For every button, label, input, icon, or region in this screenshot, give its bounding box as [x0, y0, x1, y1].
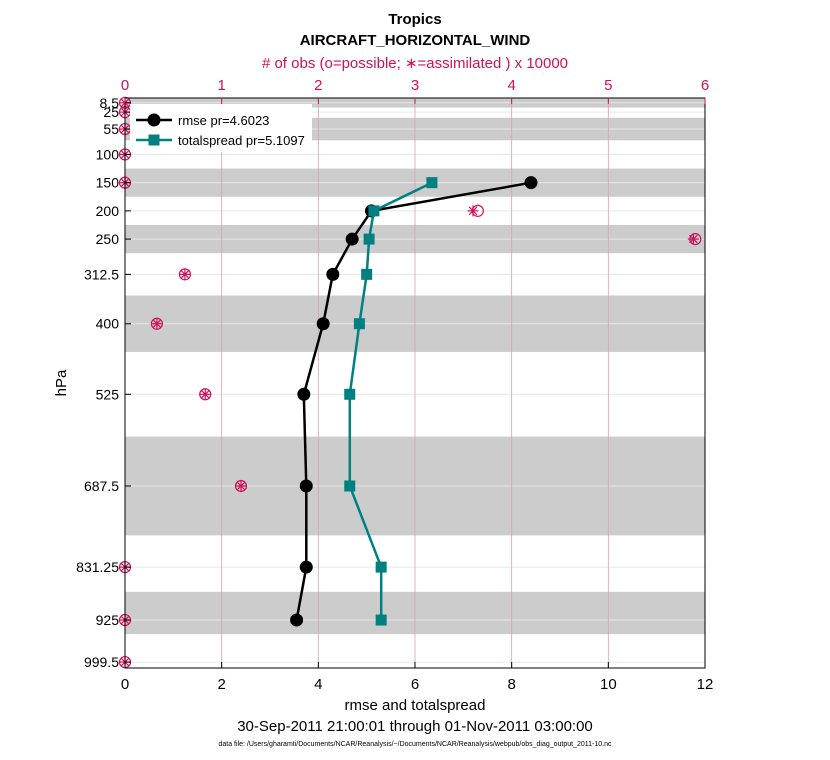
date-range: 30-Sep-2011 21:00:01 through 01-Nov-2011…: [237, 718, 593, 735]
rmse-point: [290, 613, 304, 627]
y-tick-label: 250: [96, 231, 120, 247]
obs-assimilated-marker: [199, 388, 211, 400]
totalspread-point: [375, 561, 387, 573]
chart-subtitle: AIRCRAFT_HORIZONTAL_WIND: [300, 32, 531, 49]
y-tick-label: 687.5: [84, 478, 119, 494]
obs-assimilated-marker: [467, 205, 479, 217]
totalspread-point: [361, 268, 373, 280]
y-tick-label: 831.25: [76, 559, 119, 575]
totalspread-point: [344, 388, 356, 400]
obs-assimilated-marker: [179, 268, 191, 280]
rmse-point: [299, 479, 313, 493]
y-tick-label: 312.5: [84, 266, 119, 282]
x-axis-label: rmse and totalspread: [345, 697, 486, 714]
top-tick-label: 2: [314, 77, 322, 94]
rmse-point: [524, 176, 538, 190]
x-tick-label: 12: [697, 676, 714, 693]
top-tick-label: 5: [604, 77, 612, 94]
obs-assimilated-marker: [687, 233, 699, 245]
obs-star-stroke: [180, 270, 190, 279]
rmse-point: [299, 560, 313, 574]
top-tick-label: 6: [701, 77, 709, 94]
top-tick-label: 3: [411, 77, 419, 94]
y-tick-label: 400: [96, 316, 120, 332]
obs-assimilated-marker: [235, 480, 247, 492]
legend-spread-label: totalspread pr=5.1097: [178, 133, 305, 148]
x-tick-label: 10: [600, 676, 617, 693]
obs-star-stroke: [468, 206, 478, 216]
axis-ticks: 0 1 2 3 4 5 60 2 4 6 8 10 128.52555100150200250312.5…: [76, 77, 713, 693]
x-tick-label: 4: [314, 676, 322, 693]
rmse-point: [316, 317, 330, 331]
x-tick-label: 6: [411, 676, 419, 693]
obs-star-stroke: [152, 319, 162, 329]
legend-box: [130, 104, 312, 152]
rmse-point: [326, 267, 340, 281]
obs-star-stroke: [236, 481, 246, 491]
footnote: data file: /Users/gharamti/Documents/NCA…: [218, 741, 612, 748]
x-tick-label: 0: [121, 676, 129, 693]
y-tick-label: 8.5: [100, 95, 120, 111]
totalspread-point: [426, 177, 438, 189]
obs-star-stroke: [689, 234, 698, 244]
y-tick-label: 100: [96, 146, 120, 162]
legend-rmse-label: rmse pr=4.6023: [178, 113, 269, 128]
totalspread-point: [363, 233, 375, 245]
y-tick-label: 150: [96, 175, 120, 191]
legend-spread-marker: [148, 134, 160, 146]
legend: rmse pr=4.6023 totalspread pr=5.1097: [130, 104, 312, 152]
totalspread-point: [344, 480, 356, 492]
top-axis-label: # of obs (o=possible; ∗=assimilated ) x …: [262, 55, 568, 72]
totalspread-point: [375, 614, 387, 626]
y-axis-label: hPa: [53, 369, 70, 396]
rmse-point: [297, 387, 311, 401]
y-tick-label: 525: [96, 386, 120, 402]
totalspread-point: [368, 205, 380, 217]
chart-title: Tropics: [388, 11, 441, 28]
obs-star-stroke: [200, 389, 210, 399]
data-series: [290, 176, 538, 627]
top-tick-label: 0: [121, 77, 129, 94]
y-tick-label: 25: [103, 104, 119, 120]
y-tick-label: 200: [96, 203, 120, 219]
legend-rmse-marker: [147, 113, 161, 127]
x-tick-label: 8: [507, 676, 515, 693]
y-tick-label: 999.5: [84, 654, 119, 670]
totalspread-point: [353, 318, 365, 330]
top-tick-label: 4: [507, 77, 515, 94]
y-tick-label: 925: [96, 612, 120, 628]
obs-assimilated-marker: [151, 318, 163, 330]
top-tick-label: 1: [217, 77, 225, 94]
x-tick-label: 2: [217, 676, 225, 693]
rmse-point: [345, 232, 359, 246]
y-tick-label: 55: [103, 121, 119, 137]
